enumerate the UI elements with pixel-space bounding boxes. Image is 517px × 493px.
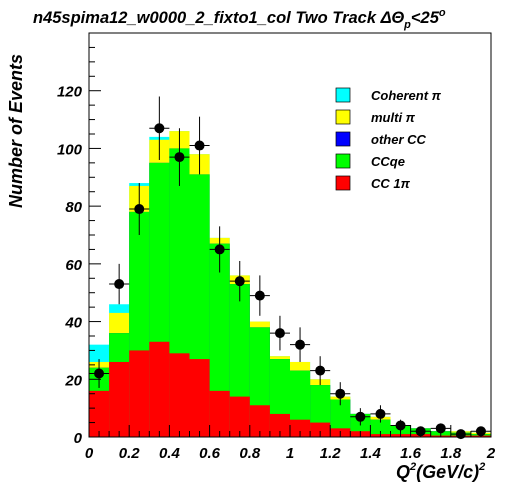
y-tick-label: 60 [65,257,82,274]
legend-swatch [335,131,351,147]
data-point [435,423,446,434]
bar-cc-1 [310,422,331,437]
x-axis-label-q-sup: 2 [409,461,416,473]
y-axis-label: Number of Events [6,54,26,208]
data-point [295,339,306,350]
bar-cc-1 [169,353,190,437]
data-point [274,328,285,339]
legend: Coherent π multi π other CC CCqe CC 1π [335,87,442,191]
legend-swatch [335,109,351,125]
chart-title-main: n45spima12_w0000_2_fixto1_col Two Track … [33,9,404,27]
x-tick-label: 1.2 [320,445,342,462]
data-point [134,204,145,215]
y-axis-ticks: 0 20 40 60 80 100 120 [57,32,101,447]
x-axis-label: Q2(GeV/c)2 [396,461,485,482]
chart-title-sub: p [403,19,411,31]
bar-cc-1 [89,390,110,437]
bar-cc-1 [109,361,130,437]
bar-ccqe [209,243,230,437]
x-tick-label: 1.6 [400,445,422,462]
y-tick-label: 0 [74,430,83,447]
legend-swatch [335,87,351,103]
data-point [194,140,205,151]
data-point [315,365,326,376]
x-axis-label-unit-sup: 2 [478,461,485,473]
legend-label: Coherent π [371,88,442,103]
data-point [335,388,346,399]
bar-cc-1 [129,350,150,437]
bar-cc-1 [249,405,270,437]
chart-title-sup: o [439,7,446,19]
x-tick-label: 1.4 [360,445,382,462]
bar-cc-1 [229,396,250,437]
data-point [355,411,366,422]
data-point [395,420,406,431]
bar-ccqe [370,419,391,437]
data-point [94,368,105,379]
bar-cc-1 [149,341,170,437]
x-axis-label-unit: (GeV/c) [416,462,479,482]
y-tick-label: 120 [57,84,83,101]
x-axis-ticks: 0 0.2 0.4 0.6 0.8 1 1.2 1.4 1.6 1.8 2 [85,425,496,462]
x-axis-label-q: Q [396,462,410,482]
data-point [214,244,225,255]
y-tick-label: 40 [64,315,82,332]
legend-swatch [335,153,351,169]
x-tick-label: 0.4 [159,445,181,462]
stacked-histogram [89,131,491,437]
bar-cc-1 [290,419,311,437]
y-tick-label: 80 [65,199,82,216]
x-tick-label: 0.6 [199,445,221,462]
data-points [89,96,491,440]
data-point [154,123,165,134]
x-tick-label: 1 [286,445,294,462]
data-point [114,279,125,290]
bar-cc-1 [209,390,230,437]
legend-label: multi π [371,110,416,125]
x-tick-label: 1.8 [440,445,462,462]
y-tick-label: 20 [64,372,82,389]
x-tick-label: 0.2 [119,445,141,462]
x-tick-label: 2 [486,445,496,462]
chart-title: n45spima12_w0000_2_fixto1_col Two Track … [33,7,446,31]
data-point [174,152,185,163]
chart-title-tail: <25 [411,9,440,27]
legend-label: CCqe [371,154,405,169]
legend-label: other CC [371,132,427,147]
legend-swatch [335,175,351,191]
x-tick-label: 0.8 [239,445,261,462]
data-point [234,276,245,287]
x-tick-label: 0 [85,445,94,462]
bar-ccqe [330,399,351,437]
bar-cc-1 [269,413,290,437]
y-tick-label: 100 [57,141,83,158]
data-point [254,290,265,301]
bar-cc-1 [189,359,210,437]
data-point [375,408,386,419]
legend-label: CC 1π [371,176,411,191]
